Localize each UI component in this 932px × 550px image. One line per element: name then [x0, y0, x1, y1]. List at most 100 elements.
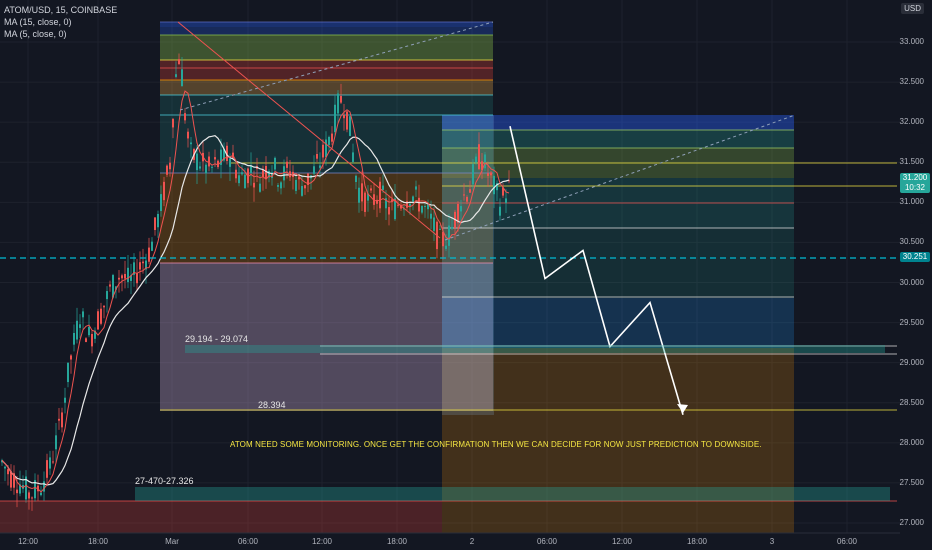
candle-body: [325, 139, 327, 158]
candle-body: [286, 161, 288, 168]
trend-line-dotted-2: [444, 114, 796, 241]
symbol-label[interactable]: ATOM/USD, 15, COINBASE: [4, 5, 118, 15]
candle-body: [472, 164, 474, 185]
candle-body: [175, 74, 177, 77]
candle-body: [397, 204, 399, 206]
candle-body: [226, 145, 228, 162]
candle-body: [379, 181, 381, 209]
price-tick: 31.500: [899, 157, 924, 167]
candle-body: [97, 311, 99, 330]
candle-body: [13, 473, 15, 488]
projection-arrowhead: [677, 404, 688, 413]
time-tick: 18:00: [87, 537, 109, 546]
zone1-box: [185, 345, 885, 353]
candle-body: [328, 136, 330, 145]
price-tick: 30.500: [899, 237, 924, 247]
candle-body: [343, 114, 345, 119]
candle-body: [19, 484, 21, 494]
candle-body: [160, 194, 162, 212]
candle-body: [121, 275, 123, 279]
candle-body: [238, 175, 240, 184]
analysis-note: ATOM NEED SOME MONITORING. ONCE GET THE …: [230, 440, 762, 449]
candle-body: [352, 152, 354, 162]
candle-body: [64, 397, 66, 403]
candle-body: [367, 193, 369, 201]
candle-body: [445, 245, 447, 249]
price-scale-bg: [900, 0, 932, 550]
candle-body: [184, 113, 186, 121]
candle-body: [100, 308, 102, 324]
candle-body: [295, 180, 297, 191]
price-tick: 28.000: [899, 437, 924, 447]
candle-body: [358, 187, 360, 203]
candle-body: [355, 175, 357, 183]
candle-body: [463, 194, 465, 196]
candle-body: [154, 217, 156, 230]
candle-body: [412, 196, 414, 202]
dashed-level-tag: 30.251: [900, 252, 930, 262]
candle-body: [253, 182, 255, 188]
time-tick: 12:00: [17, 537, 39, 546]
candle-body: [442, 232, 444, 247]
candle-body: [304, 185, 306, 189]
candle-body: [163, 181, 165, 201]
time-tick: 06:00: [237, 537, 259, 546]
candle-body: [427, 204, 429, 210]
candle-body: [214, 157, 216, 160]
candle-body: [283, 166, 285, 181]
ma5-label[interactable]: MA (5, close, 0): [4, 29, 67, 39]
candle-body: [499, 206, 501, 216]
candle-body: [196, 153, 198, 171]
candle-body: [55, 435, 57, 450]
candle-body: [145, 260, 147, 270]
candle-body: [394, 198, 396, 220]
price-tick: 27.000: [899, 517, 924, 527]
candle-body: [319, 165, 321, 168]
candle-body: [451, 227, 453, 229]
candle-body: [133, 262, 135, 275]
candle-body: [430, 213, 432, 219]
candle-body: [346, 111, 348, 130]
candle-body: [235, 169, 237, 179]
candle-body: [385, 198, 387, 209]
candle-body: [166, 165, 168, 175]
candle-body: [211, 166, 213, 168]
candle-body: [337, 93, 339, 114]
price-tick: 32.000: [899, 117, 924, 127]
candle-body: [388, 207, 390, 215]
trend-line-dotted-1: [179, 21, 494, 111]
time-tick: 2: [469, 537, 475, 546]
price-tick: 29.500: [899, 317, 924, 327]
candle-body: [403, 208, 405, 210]
dashed-level-value: 30.251: [902, 252, 928, 261]
candle-body: [10, 471, 12, 488]
time-tick: 06:00: [836, 537, 858, 546]
candle-body: [370, 188, 372, 191]
candle-body: [217, 160, 219, 168]
candle-body: [439, 228, 441, 230]
candle-body: [73, 332, 75, 345]
candle-body: [151, 241, 153, 251]
ma15-label[interactable]: MA (15, close, 0): [4, 17, 72, 27]
candle-body: [43, 481, 45, 492]
level-lines: [0, 21, 897, 502]
currency-badge[interactable]: USD: [901, 3, 924, 14]
candle-body: [112, 275, 114, 298]
candle-body: [265, 165, 267, 179]
candle-body: [457, 204, 459, 223]
price-tick: 33.000: [899, 37, 924, 47]
candle-body: [76, 320, 78, 340]
candle-body: [61, 412, 63, 428]
candle-body: [502, 187, 504, 196]
candle-body: [400, 205, 402, 209]
time-tick: 18:00: [386, 537, 408, 546]
current-price-tag: 31.200 10:32: [900, 173, 930, 193]
trend-line-1: [177, 21, 441, 239]
price-tick: 30.000: [899, 277, 924, 287]
candle-body: [373, 194, 375, 205]
candle-body: [67, 362, 69, 383]
candle-body: [421, 206, 423, 213]
candle-body: [103, 305, 105, 308]
time-tick: 06:00: [536, 537, 558, 546]
